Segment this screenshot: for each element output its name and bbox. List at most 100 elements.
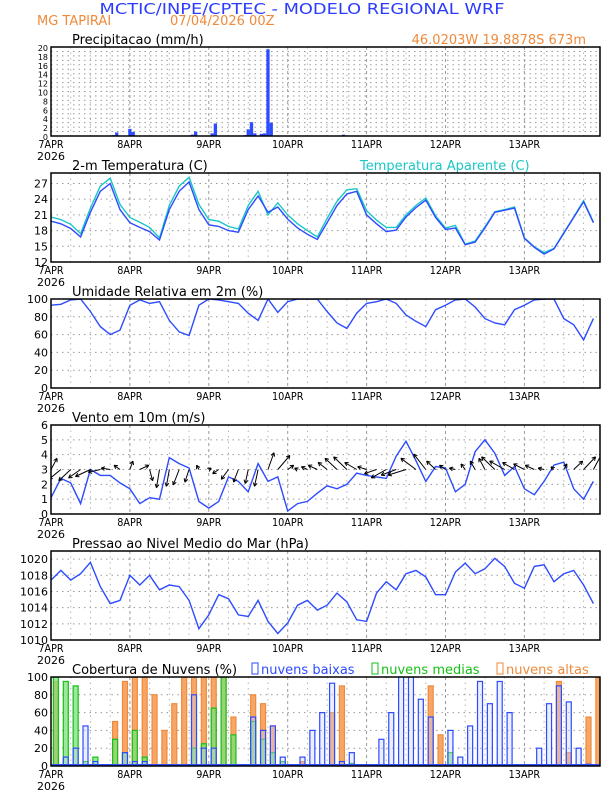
x-tick-label: 12APR — [430, 264, 462, 277]
cloud-bar-nuvens-baixas — [319, 711, 326, 766]
y-tick-label: 1010 — [20, 634, 48, 647]
wind-arrow — [51, 457, 58, 470]
panel-title: Precipitacao (mm/h) — [72, 33, 204, 48]
wind-arrow-shaft — [139, 464, 149, 470]
cloud-bar-nuvens-medias — [230, 734, 237, 766]
wind-arrow-head — [53, 457, 58, 461]
y-tick-label: 1016 — [20, 585, 48, 598]
wind-arrow — [113, 464, 121, 470]
wind-arrow-head — [220, 475, 223, 480]
wind-arrow-shaft — [113, 464, 121, 470]
x-tick-label: 11APR — [351, 516, 383, 529]
wind-arrow-head — [449, 467, 453, 472]
cloud-bar-nuvens-altas — [338, 685, 346, 766]
wind-arrow — [87, 469, 101, 474]
x-tick-label: 9APR — [196, 138, 222, 151]
wind-arrow-head — [164, 482, 167, 487]
wind-arrow-head — [364, 473, 369, 475]
wind-arrow-shaft — [357, 466, 367, 470]
x-tick-label: 8APR — [117, 264, 143, 277]
wind-arrow — [196, 464, 201, 470]
wind-arrow — [267, 452, 276, 470]
wind-arrow-head — [156, 484, 160, 489]
wind-arrow — [68, 469, 81, 479]
wind-arrow — [287, 464, 295, 470]
x-tick-label: 9APR — [196, 642, 222, 655]
wind-arrow-shaft — [254, 469, 259, 487]
x-tick-label: 10APR — [272, 264, 304, 277]
legend-swatch — [496, 662, 504, 675]
cloud-bar-nuvens-baixas — [417, 698, 424, 766]
wind-arrow — [537, 466, 545, 472]
wind-arrow — [573, 460, 584, 470]
wind-arrow-head — [594, 456, 597, 461]
wind-arrow-head — [413, 454, 415, 459]
cloud-bar-nuvens-baixas — [348, 752, 355, 766]
x-tick-label: 10APR — [272, 768, 304, 781]
wind-arrow-head — [387, 471, 392, 476]
plot-area — [111, 49, 569, 136]
wind-arrow-head — [307, 465, 312, 469]
cloud-bar-nuvens-altas — [161, 729, 168, 766]
wind-arrow-shaft — [381, 469, 397, 476]
precip-bar — [246, 129, 250, 136]
cloud-bar-nuvens-baixas — [407, 677, 415, 766]
x-tick-label: 12APR — [430, 138, 462, 151]
wind-arrow-shaft — [155, 469, 160, 488]
x-tick-label: 13APR — [509, 642, 541, 655]
panel-title: Pressao ao Nivel Medio do Mar (hPa) — [72, 537, 309, 552]
x-year-label: 2026 — [37, 528, 65, 541]
wind-arrow-shaft — [573, 460, 584, 470]
precip-bar — [269, 122, 273, 136]
x-tick-label: 10APR — [272, 642, 304, 655]
cloud-bar-nuvens-altas — [121, 680, 129, 766]
precip-bar — [266, 49, 270, 136]
wind-arrow-head — [324, 458, 327, 463]
wind-arrow — [172, 469, 180, 486]
wind-arrow-head — [152, 476, 155, 481]
cloud-bar-nuvens-baixas — [210, 747, 217, 766]
y-tick-label: 40 — [34, 346, 48, 359]
cloud-bar-nuvens-altas — [151, 694, 158, 766]
wind-arrow — [449, 466, 456, 472]
x-tick-label: 11APR — [351, 264, 383, 277]
wind-arrow-shaft — [149, 469, 154, 481]
wind-arrow-head — [481, 456, 486, 459]
wind-arrow-shaft — [68, 469, 81, 479]
wind-arrow-shaft — [387, 469, 407, 476]
wind-arrow-head — [489, 460, 493, 465]
panel-title: Cobertura de Nuvens (%) — [72, 663, 237, 678]
wind-arrow-shaft — [324, 457, 338, 470]
wind-arrow-head — [380, 471, 385, 476]
wind-arrow-shaft — [489, 460, 505, 470]
x-tick-label: 9APR — [196, 768, 222, 781]
wind-arrow-head — [502, 462, 506, 467]
wind-arrow-head — [563, 463, 568, 467]
wind-arrow-shaft — [460, 463, 466, 470]
cloud-bar-nuvens-baixas — [72, 747, 79, 766]
wind-arrow-head — [478, 457, 483, 461]
wind-arrow-shaft — [233, 469, 239, 483]
cloud-bar-nuvens-baixas — [250, 716, 257, 766]
wind-arrow — [243, 469, 249, 484]
wind-arrow — [481, 456, 496, 470]
wind-arrow-head — [291, 465, 295, 470]
y-tick-label: 60 — [34, 707, 48, 720]
wind-arrow-shaft — [88, 469, 101, 473]
x-tick-label: 9APR — [196, 264, 222, 277]
wind-arrow — [58, 469, 72, 482]
plot-area — [51, 438, 600, 513]
cloud-bar-nuvens-baixas — [447, 729, 454, 766]
wind-arrow-head — [344, 462, 348, 467]
wind-arrow-shaft — [267, 452, 275, 470]
wind-arrow — [550, 466, 555, 471]
wind-arrow-head — [252, 482, 255, 487]
cloud-bar-nuvens-altas — [131, 677, 138, 766]
panel-pressure: 1010 1012 1014 1016 1018 1020 7APR 8APR 9APR 10AP… — [20, 537, 601, 667]
wind-arrow — [139, 464, 150, 470]
panel-title: Umidade Relativa em 2m (%) — [72, 285, 263, 300]
x-tick-label: 8APR — [117, 768, 143, 781]
panel-temp: 12 15 18 21 24 27 7APR 8APR 9APR 10APR 11APR 12APR 1… — [34, 159, 601, 289]
y-tick-label: 24 — [34, 193, 48, 206]
x-year-label: 2026 — [37, 276, 65, 289]
